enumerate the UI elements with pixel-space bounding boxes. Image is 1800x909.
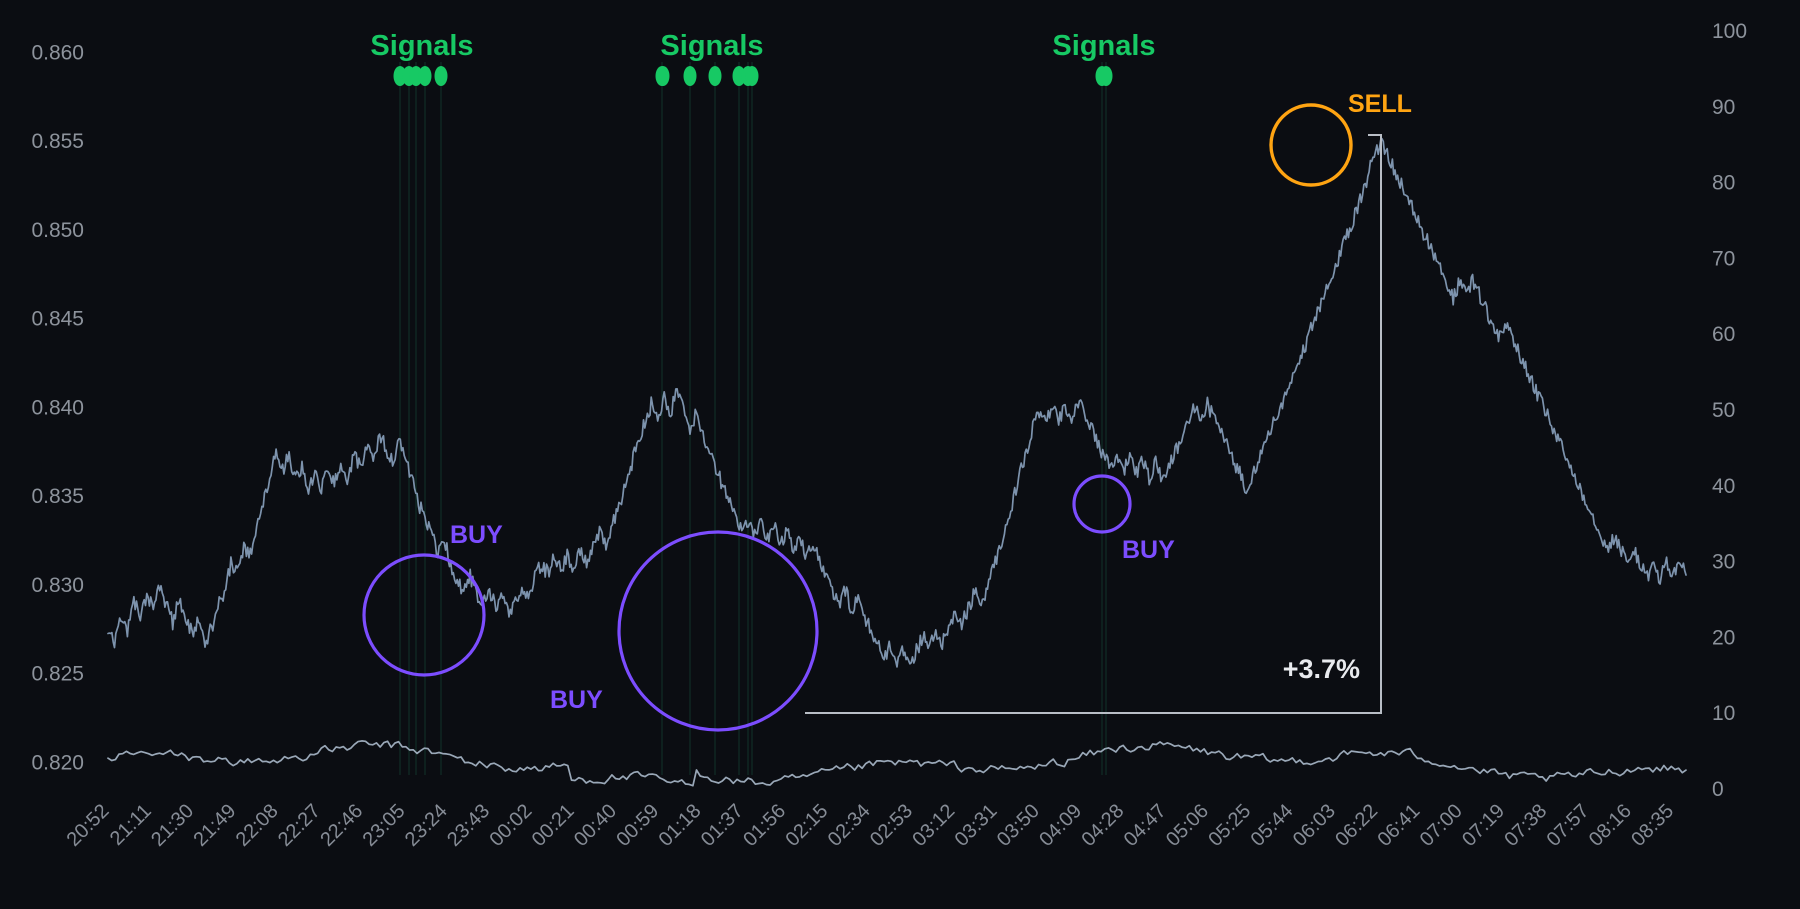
trade-marker-buy-3[interactable]: BUY (1072, 474, 1175, 564)
profit-bracket (805, 134, 1382, 714)
indicator-series (107, 740, 1687, 787)
signal-marker[interactable] (418, 66, 432, 86)
price-line (107, 137, 1687, 668)
signal-marker[interactable] (1099, 66, 1113, 86)
left-axis-tick: 0.835 (31, 485, 84, 508)
signal-marker[interactable] (393, 66, 407, 86)
trade-marker-sell[interactable]: SELL (1269, 90, 1412, 187)
buy-label-2: BUY (550, 686, 603, 714)
buy-circle-3[interactable] (1072, 474, 1132, 534)
profit-bracket-path (805, 134, 1382, 714)
left-axis-tick: 0.860 (31, 41, 84, 64)
signal-marker[interactable] (434, 66, 448, 86)
signal-marker[interactable] (732, 66, 746, 86)
signal-vertical-lines (399, 62, 1107, 775)
signal-markers (393, 66, 1113, 86)
signals-labels: Signals Signals Signals (370, 30, 1155, 62)
signals-label-2: Signals (660, 30, 763, 62)
right-axis-tick: 90 (1712, 96, 1735, 119)
left-axis-tick: 0.855 (31, 130, 84, 153)
left-axis-tick: 0.840 (31, 396, 84, 419)
buy-label-1: BUY (450, 521, 503, 549)
left-axis-tick: 0.845 (31, 308, 84, 331)
signal-marker[interactable] (708, 66, 722, 86)
left-axis-tick: 0.830 (31, 574, 84, 597)
signals-label-1: Signals (370, 30, 473, 62)
indicator-line (107, 740, 1687, 787)
right-axis-tick: 80 (1712, 172, 1735, 195)
signal-marker[interactable] (656, 66, 670, 86)
right-axis-tick: 40 (1712, 475, 1735, 498)
left-axis-tick: 0.820 (31, 751, 84, 774)
profit-label: +3.7% (1283, 654, 1360, 684)
signals-label-3: Signals (1052, 30, 1155, 62)
price-series (107, 137, 1687, 668)
left-axis-tick: 0.850 (31, 219, 84, 242)
right-axis-tick: 20 (1712, 626, 1735, 649)
right-axis-tick: 70 (1712, 247, 1735, 270)
right-axis-tick: 10 (1712, 702, 1735, 725)
buy-circle-1[interactable] (362, 553, 486, 677)
trade-marker-buy-1[interactable]: BUY (362, 521, 503, 677)
right-axis-tick: 30 (1712, 551, 1735, 574)
sell-circle[interactable] (1269, 103, 1353, 187)
right-axis-tick: 50 (1712, 399, 1735, 422)
right-axis-tick: 100 (1712, 20, 1747, 43)
buy-circle-2[interactable] (617, 530, 819, 732)
signal-marker[interactable] (409, 66, 423, 86)
trade-marker-buy-2[interactable]: BUY (550, 530, 819, 732)
buy-label-3: BUY (1122, 536, 1175, 564)
left-axis-tick: 0.825 (31, 663, 84, 686)
left-axis: 0.860 0.855 0.850 0.845 0.840 0.835 0.830 0.825… (31, 41, 84, 774)
right-axis-tick: 0 (1712, 778, 1724, 801)
right-axis-tick: 60 (1712, 323, 1735, 346)
signal-marker[interactable] (745, 66, 759, 86)
sell-label: SELL (1348, 90, 1412, 118)
signal-marker[interactable] (683, 66, 697, 86)
